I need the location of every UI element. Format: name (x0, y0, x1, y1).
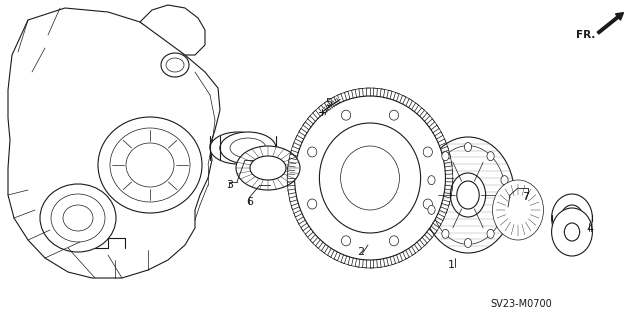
Ellipse shape (552, 208, 593, 256)
Text: 7: 7 (522, 192, 529, 202)
Ellipse shape (161, 53, 189, 77)
Ellipse shape (342, 236, 351, 246)
Polygon shape (140, 5, 205, 55)
Ellipse shape (428, 176, 435, 185)
Ellipse shape (220, 138, 256, 158)
Ellipse shape (552, 194, 593, 242)
Ellipse shape (308, 147, 317, 157)
Ellipse shape (319, 123, 420, 233)
Text: FR.: FR. (576, 30, 595, 40)
Text: 4: 4 (586, 224, 593, 234)
Ellipse shape (493, 180, 543, 240)
Ellipse shape (501, 205, 508, 214)
Ellipse shape (442, 152, 449, 161)
Ellipse shape (220, 132, 276, 164)
Polygon shape (8, 8, 220, 278)
Ellipse shape (63, 205, 93, 231)
Ellipse shape (451, 173, 486, 217)
Ellipse shape (294, 96, 445, 260)
Ellipse shape (561, 205, 583, 231)
Ellipse shape (430, 146, 506, 244)
Ellipse shape (564, 223, 580, 241)
Text: 5: 5 (325, 98, 332, 108)
Text: 3: 3 (226, 180, 233, 190)
Ellipse shape (465, 239, 472, 248)
Ellipse shape (428, 205, 435, 214)
Ellipse shape (126, 143, 174, 187)
Ellipse shape (98, 117, 202, 213)
Text: SV23-M0700: SV23-M0700 (490, 299, 552, 309)
Ellipse shape (457, 181, 479, 209)
Ellipse shape (465, 143, 472, 152)
Ellipse shape (340, 146, 399, 210)
Ellipse shape (423, 199, 433, 209)
Ellipse shape (230, 138, 266, 158)
Ellipse shape (505, 195, 531, 225)
Ellipse shape (40, 184, 116, 252)
Text: 2: 2 (357, 247, 364, 257)
Ellipse shape (487, 229, 494, 238)
Text: 6: 6 (246, 197, 253, 207)
Ellipse shape (422, 137, 515, 253)
Text: 1: 1 (448, 260, 455, 270)
Ellipse shape (389, 110, 399, 120)
Ellipse shape (51, 194, 105, 242)
Ellipse shape (110, 128, 190, 202)
FancyArrow shape (597, 13, 623, 34)
Ellipse shape (166, 58, 184, 72)
Ellipse shape (210, 132, 266, 164)
Ellipse shape (487, 152, 494, 161)
Ellipse shape (342, 110, 351, 120)
Ellipse shape (236, 146, 300, 190)
Ellipse shape (496, 184, 540, 236)
Ellipse shape (423, 147, 433, 157)
Ellipse shape (442, 229, 449, 238)
Ellipse shape (389, 236, 399, 246)
Ellipse shape (501, 176, 508, 185)
Ellipse shape (308, 199, 317, 209)
Ellipse shape (250, 156, 286, 180)
